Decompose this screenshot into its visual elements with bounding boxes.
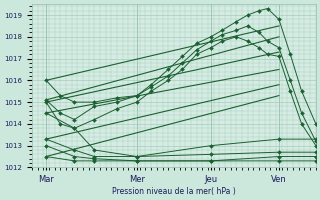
- X-axis label: Pression niveau de la mer( hPa ): Pression niveau de la mer( hPa ): [112, 187, 236, 196]
